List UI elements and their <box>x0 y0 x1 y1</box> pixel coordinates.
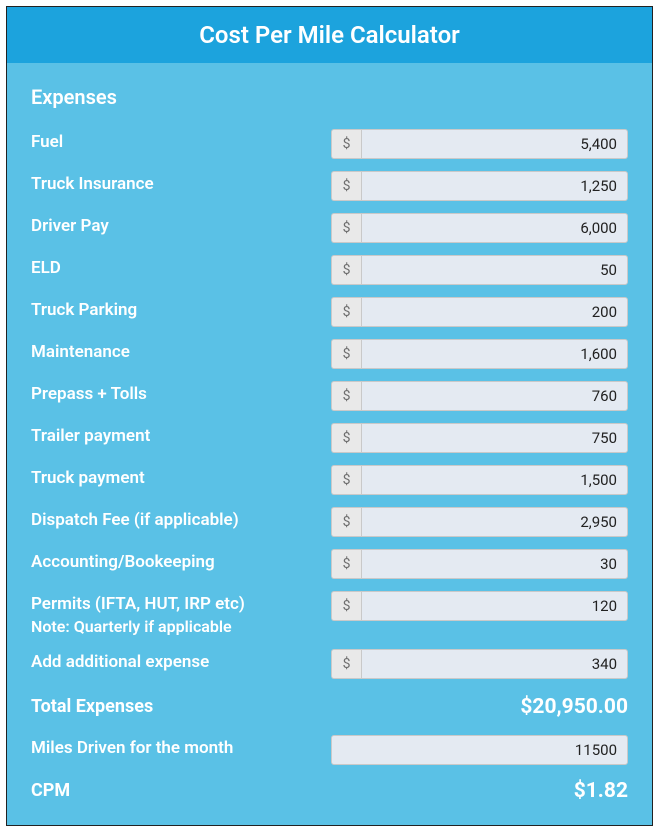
expense-input[interactable] <box>361 591 628 621</box>
expense-row: Prepass + Tolls $ <box>31 375 628 417</box>
expense-row: Fuel $ <box>31 123 628 165</box>
currency-prefix: $ <box>331 591 361 621</box>
expense-label-text: Trailer payment <box>31 426 150 446</box>
expense-label: Add additional expense <box>31 649 331 673</box>
total-expenses-label: Total Expenses <box>31 693 331 719</box>
expense-row: Trailer payment $ <box>31 417 628 459</box>
total-expenses-row: Total Expenses$20,950.00 <box>31 685 628 729</box>
expense-input-group: $ <box>331 213 628 243</box>
expense-row: Driver Pay $ <box>31 207 628 249</box>
currency-prefix: $ <box>331 255 361 285</box>
expense-row: Permits (IFTA, HUT, IRP etc) Note: Quarte… <box>31 585 628 643</box>
expense-input[interactable] <box>361 297 628 327</box>
currency-prefix: $ <box>331 171 361 201</box>
expense-input-group: $ <box>331 507 628 537</box>
currency-prefix: $ <box>331 339 361 369</box>
expense-input-group: $ <box>331 649 628 679</box>
expense-label: Permits (IFTA, HUT, IRP etc) Note: Quarte… <box>31 591 331 637</box>
expense-label-text: ELD <box>31 258 61 278</box>
currency-prefix: $ <box>331 381 361 411</box>
expense-input[interactable] <box>361 649 628 679</box>
expense-input[interactable] <box>361 549 628 579</box>
currency-prefix: $ <box>331 423 361 453</box>
expense-input[interactable] <box>361 255 628 285</box>
miles-label: Miles Driven for the month <box>31 735 331 759</box>
expense-input[interactable] <box>361 213 628 243</box>
miles-row: Miles Driven for the month <box>31 729 628 771</box>
expense-row: Truck Parking $ <box>31 291 628 333</box>
rows-container: Fuel$Truck Insurance$Driver Pay$ELD$Truc… <box>7 123 652 809</box>
expense-label: Fuel <box>31 129 331 153</box>
cpm-value: $1.82 <box>331 777 628 803</box>
expense-label: Driver Pay <box>31 213 331 237</box>
expense-input-group: $ <box>331 171 628 201</box>
expense-input-group: $ <box>331 465 628 495</box>
expense-row: ELD $ <box>31 249 628 291</box>
cpm-row: CPM$1.82 <box>31 771 628 809</box>
expense-label: ELD <box>31 255 331 279</box>
expense-label-text: Dispatch Fee (if applicable) <box>31 510 239 530</box>
expense-row: Accounting/Bookeeping $ <box>31 543 628 585</box>
expense-label-text: Driver Pay <box>31 216 109 236</box>
expense-label-text: Fuel <box>31 132 63 152</box>
expense-input-group: $ <box>331 549 628 579</box>
expense-input-group: $ <box>331 297 628 327</box>
expense-label: Maintenance <box>31 339 331 363</box>
expense-label-text: Truck payment <box>31 468 145 488</box>
currency-prefix: $ <box>331 549 361 579</box>
cpm-label: CPM <box>31 777 331 803</box>
expense-label: Accounting/Bookeeping <box>31 549 331 573</box>
expense-note: Note: Quarterly if applicable <box>31 617 331 637</box>
expense-label: Dispatch Fee (if applicable) <box>31 507 331 531</box>
expense-input[interactable] <box>361 423 628 453</box>
currency-prefix: $ <box>331 465 361 495</box>
expense-label: Prepass + Tolls <box>31 381 331 405</box>
expense-label-text: Truck Insurance <box>31 174 154 194</box>
expense-input[interactable] <box>361 381 628 411</box>
expense-label: Truck Parking <box>31 297 331 321</box>
expense-row: Add additional expense $ <box>31 643 628 685</box>
expenses-heading: Expenses <box>7 63 652 123</box>
expense-input[interactable] <box>361 129 628 159</box>
expense-row: Truck Insurance $ <box>31 165 628 207</box>
expense-input[interactable] <box>361 465 628 495</box>
total-expenses-value: $20,950.00 <box>331 693 628 719</box>
expense-label: Trailer payment <box>31 423 331 447</box>
expense-row: Dispatch Fee (if applicable) $ <box>31 501 628 543</box>
currency-prefix: $ <box>331 129 361 159</box>
expense-label-text: Truck Parking <box>31 300 137 320</box>
expense-input-group: $ <box>331 339 628 369</box>
expense-input-group: $ <box>331 591 628 621</box>
miles-input[interactable] <box>331 735 628 765</box>
expense-label-text: Permits (IFTA, HUT, IRP etc) <box>31 594 245 614</box>
expense-label: Truck Insurance <box>31 171 331 195</box>
currency-prefix: $ <box>331 297 361 327</box>
expense-label: Truck payment <box>31 465 331 489</box>
expense-label-text: Accounting/Bookeeping <box>31 552 215 572</box>
miles-input-group <box>331 735 628 765</box>
expense-input-group: $ <box>331 381 628 411</box>
calculator-title: Cost Per Mile Calculator <box>7 7 652 63</box>
currency-prefix: $ <box>331 649 361 679</box>
expense-label-text: Maintenance <box>31 342 130 362</box>
expense-label-text: Prepass + Tolls <box>31 384 147 404</box>
currency-prefix: $ <box>331 507 361 537</box>
expense-input-group: $ <box>331 255 628 285</box>
expense-input[interactable] <box>361 507 628 537</box>
currency-prefix: $ <box>331 213 361 243</box>
expense-input[interactable] <box>361 171 628 201</box>
expense-input-group: $ <box>331 129 628 159</box>
expense-row: Truck payment $ <box>31 459 628 501</box>
expense-input[interactable] <box>361 339 628 369</box>
expense-input-group: $ <box>331 423 628 453</box>
expense-label-text: Add additional expense <box>31 652 209 672</box>
expense-row: Maintenance $ <box>31 333 628 375</box>
cost-per-mile-calculator: Cost Per Mile Calculator Expenses Fuel$T… <box>6 6 653 826</box>
